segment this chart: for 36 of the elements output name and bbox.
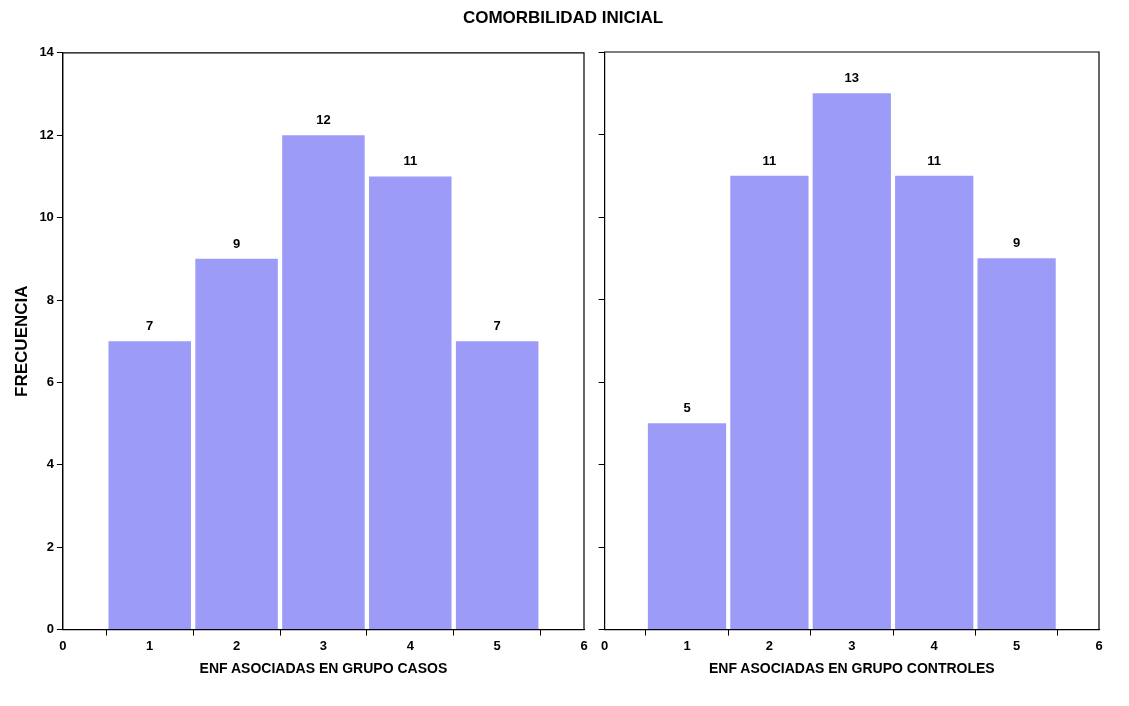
data-label: 9 (1012, 235, 1021, 251)
x-tick-label: 0 (601, 637, 609, 653)
x-tick-label: 2 (765, 637, 774, 653)
x-tick-label: 0 (59, 637, 67, 653)
y-tick-label: 6 (46, 373, 54, 389)
x-tick-label: 1 (146, 637, 154, 653)
y-tick-label: 0 (46, 621, 54, 637)
data-label: 5 (683, 400, 691, 416)
x-axis-title: ENF ASOCIADAS EN GRUPO CASOS (199, 660, 448, 677)
x-tick-label: 6 (1095, 637, 1103, 653)
y-tick-label: 10 (39, 209, 54, 225)
x-tick-label: 4 (930, 637, 939, 653)
y-axis-title: FRECUENCIA (11, 285, 31, 397)
data-label: 12 (316, 112, 331, 128)
y-tick-label: 2 (46, 538, 54, 554)
y-tick-label: 12 (39, 126, 54, 142)
data-label: 7 (493, 318, 501, 334)
x-tick-label: 1 (683, 637, 691, 653)
data-label: 11 (403, 153, 418, 169)
data-label: 9 (232, 235, 241, 251)
x-tick-label: 5 (493, 637, 501, 653)
x-tick-label: 2 (232, 637, 241, 653)
data-label: 11 (762, 152, 777, 168)
x-tick-label: 4 (406, 637, 415, 653)
x-tick-label: 3 (319, 637, 328, 653)
x-tick-label: 5 (1012, 637, 1021, 653)
data-label: 7 (146, 318, 154, 334)
x-tick-label: 3 (848, 637, 856, 653)
data-label: 11 (927, 152, 942, 168)
x-tick-label: 6 (580, 637, 588, 653)
x-axis-title: ENF ASOCIADAS EN GRUPO CONTROLES (708, 660, 995, 677)
y-tick-label: 14 (39, 44, 55, 60)
y-tick-label: 4 (46, 456, 55, 472)
data-label: 13 (844, 70, 860, 86)
chart-title: COMORBILIDAD INICIAL (461, 8, 665, 28)
y-tick-label: 8 (46, 291, 54, 307)
